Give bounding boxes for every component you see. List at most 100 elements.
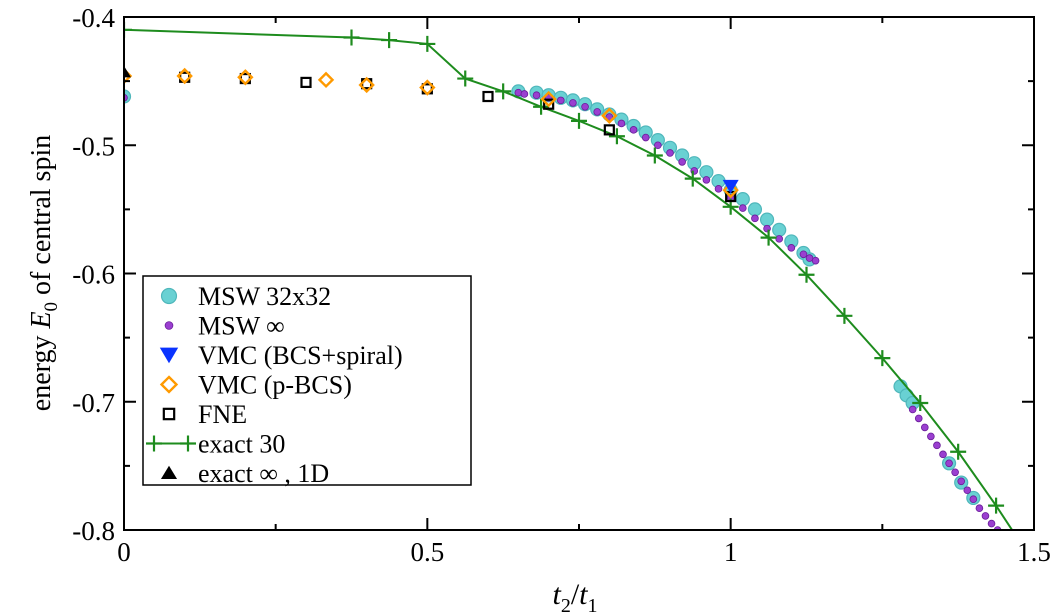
- x-label-base2: t: [579, 578, 588, 611]
- data-point-vmc-p-bcs: [317, 71, 335, 89]
- data-point-exact-30: [988, 497, 1005, 514]
- data-point-msw: [654, 141, 662, 150]
- y-tick-label: -0.6: [72, 260, 115, 290]
- data-point-msw: [569, 99, 577, 107]
- data-point-msw: [957, 477, 965, 486]
- data-point-msw: [702, 176, 711, 184]
- data-point-msw: [714, 185, 723, 193]
- x-tick-label: 1: [724, 537, 738, 567]
- data-point-msw: [520, 90, 529, 98]
- axes: 0 0.5 1 1.5 -0.8 -0.7 -0.6 -0.5 -0.4: [72, 3, 1051, 567]
- data-point-vmc-p-bcs: [722, 181, 739, 199]
- plot-area: [124, 21, 1014, 530]
- data-point-msw: [799, 250, 808, 259]
- data-point-msw: [581, 102, 589, 111]
- data-point-msw: [514, 88, 523, 97]
- data-point-exact-30: [760, 229, 777, 246]
- data-point-exact-30: [419, 35, 436, 52]
- data-point-msw: [787, 244, 796, 252]
- data-point-msw: [975, 504, 984, 512]
- legend-label-exact-30: exact 30: [198, 430, 285, 459]
- series-exact-1d: [124, 65, 131, 78]
- data-point-exact-30: [533, 98, 550, 115]
- data-point-exact-30: [950, 443, 967, 460]
- data-point-msw: [738, 204, 747, 212]
- data-point-msw: [593, 108, 601, 116]
- legend-marker-msw: [164, 321, 174, 330]
- data-point-vmc-p-bcs: [358, 76, 375, 94]
- data-point-msw: [908, 405, 917, 414]
- data-point-msw: [987, 519, 996, 528]
- data-point-msw-32x32: [759, 212, 775, 227]
- x-label-sub: 2: [561, 595, 571, 614]
- data-point-exact-30: [571, 112, 587, 129]
- data-point-exact-30: [124, 21, 132, 38]
- y-tick-label: -0.5: [72, 131, 115, 161]
- data-point-msw: [641, 133, 650, 142]
- data-point-fne: [543, 98, 555, 110]
- data-point-msw: [751, 214, 759, 223]
- data-point-msw: [933, 441, 941, 450]
- data-point-msw: [945, 459, 953, 468]
- data-point-exact-30: [646, 147, 663, 164]
- legend-marker-exact-30: [146, 435, 162, 452]
- legend-label-msw: MSW ∞: [198, 312, 285, 341]
- data-point-msw: [678, 158, 686, 166]
- legend-marker-exact-30: [180, 435, 196, 452]
- y-tick-label: -0.8: [72, 516, 115, 546]
- series-line-exact-30: [124, 28, 1014, 530]
- y-tick-label: -0.4: [72, 3, 115, 33]
- data-point-msw: [775, 235, 783, 243]
- data-point-msw: [969, 495, 978, 504]
- data-point-vmc-p-bcs: [601, 107, 618, 124]
- x-tick-label: 1.5: [1017, 537, 1051, 567]
- data-point-exact-30: [874, 350, 891, 367]
- data-point-exact-1d: [124, 65, 131, 78]
- y-label-sub: 0: [41, 302, 62, 312]
- x-label-base: t: [552, 578, 561, 611]
- legend-marker-vmc-bcs-spiral: [159, 347, 179, 364]
- data-point-msw: [666, 149, 674, 157]
- y-label-prefix: energy: [26, 329, 57, 412]
- legend-marker-msw-32x32: [160, 287, 178, 305]
- data-point-msw: [617, 119, 626, 128]
- legend-label-msw-32x32: MSW 32x32: [198, 282, 331, 311]
- data-point-msw-32x32: [735, 192, 750, 207]
- legend-label-vmc-bcs-spiral: VMC (BCS+spiral): [198, 341, 403, 370]
- data-point-msw: [811, 256, 820, 265]
- data-point-msw: [963, 486, 972, 495]
- data-point-msw: [556, 96, 565, 105]
- y-label-var: E: [26, 311, 57, 329]
- data-point-msw: [605, 113, 614, 121]
- series-vmc-bcs-spiral: [722, 179, 739, 194]
- data-point-exact-30: [343, 29, 360, 46]
- data-point-fne: [300, 76, 312, 89]
- data-point-exact-30: [495, 83, 512, 100]
- data-point-msw-32x32: [747, 202, 763, 217]
- legend-box: [142, 275, 472, 486]
- data-point-msw: [927, 432, 935, 441]
- data-point-exact-30: [457, 70, 474, 87]
- series-msw: [124, 88, 1002, 530]
- data-point-msw: [951, 468, 959, 477]
- legend-label-vmc-p-bcs: VMC (p-BCS): [198, 371, 352, 400]
- data-point-msw: [981, 512, 990, 520]
- legend-label-exact-1d: exact ∞ , 1D: [198, 459, 329, 488]
- y-label-suffix: of central spin: [26, 135, 57, 302]
- data-point-exact-30: [912, 395, 929, 412]
- data-point-msw: [629, 126, 638, 134]
- series-vmc-p-bcs: [124, 67, 739, 199]
- data-point-exact-30: [798, 266, 815, 283]
- data-point-vmc-p-bcs: [237, 69, 254, 86]
- x-label-sub2: 1: [588, 595, 598, 614]
- data-point-exact-30: [684, 170, 701, 187]
- legend-marker-fne: [162, 407, 176, 421]
- data-point-msw-32x32: [772, 222, 787, 237]
- x-tick-label: 0.5: [410, 537, 444, 567]
- data-point-fne: [603, 124, 615, 136]
- y-axis-label: energy E0 of central spin: [26, 135, 62, 411]
- data-point-exact-30: [381, 32, 398, 49]
- series-exact-30: [124, 21, 1014, 530]
- data-point-msw: [939, 450, 947, 459]
